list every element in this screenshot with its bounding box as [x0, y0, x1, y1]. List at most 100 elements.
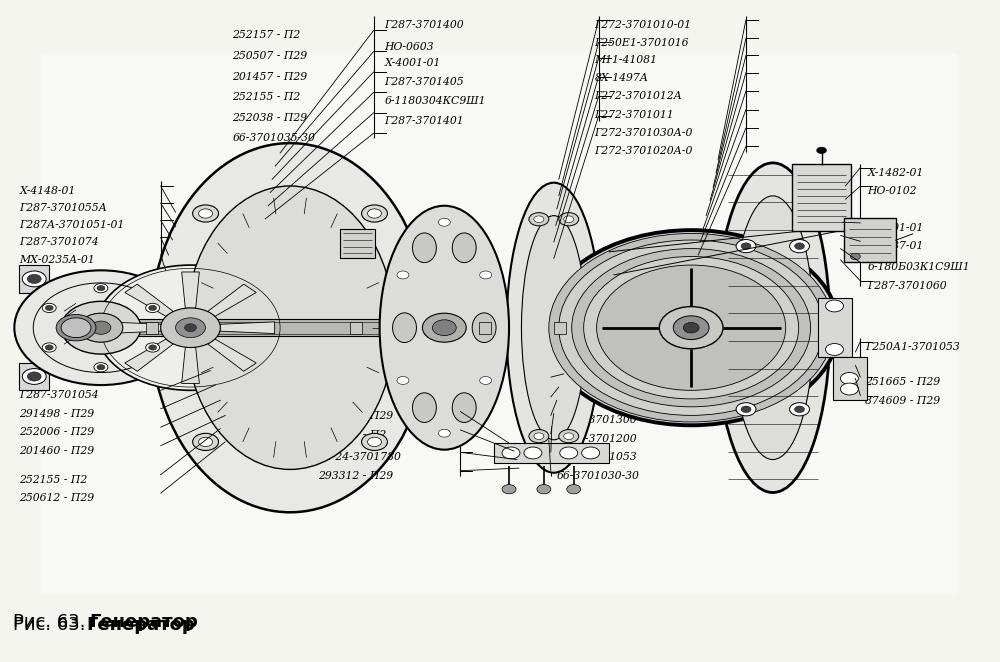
Circle shape — [45, 305, 53, 310]
Text: 291498 - П29: 291498 - П29 — [19, 409, 94, 419]
Circle shape — [795, 406, 805, 412]
Text: 66-3701030-30: 66-3701030-30 — [557, 471, 640, 481]
Text: Г272-3701010-01: Г272-3701010-01 — [595, 20, 692, 30]
Polygon shape — [125, 284, 173, 316]
Circle shape — [826, 344, 843, 355]
Circle shape — [741, 406, 751, 412]
Circle shape — [572, 249, 811, 407]
Circle shape — [362, 434, 387, 450]
Ellipse shape — [380, 206, 509, 449]
Circle shape — [584, 256, 799, 399]
Text: Г287-3701055А: Г287-3701055А — [19, 203, 107, 213]
Circle shape — [199, 438, 213, 447]
Circle shape — [582, 447, 600, 459]
Text: Г287-3701053: Г287-3701053 — [557, 452, 636, 462]
Circle shape — [27, 372, 41, 381]
Circle shape — [176, 318, 205, 338]
Circle shape — [502, 485, 516, 494]
Text: 201457 - П29: 201457 - П29 — [232, 72, 307, 82]
Circle shape — [94, 283, 108, 293]
Text: Х-1482-01: Х-1482-01 — [867, 167, 924, 177]
Circle shape — [397, 377, 409, 385]
Circle shape — [422, 313, 466, 342]
Bar — [41, 54, 957, 594]
Text: 250507 - П29: 250507 - П29 — [232, 52, 307, 62]
Polygon shape — [208, 339, 256, 371]
Circle shape — [529, 213, 549, 226]
Ellipse shape — [412, 393, 436, 422]
Circle shape — [559, 240, 824, 415]
Text: МХ-0235А-01: МХ-0235А-01 — [19, 254, 95, 265]
Text: Х-4148-01: Х-4148-01 — [19, 186, 76, 196]
Text: Х-4001-01: Х-4001-01 — [385, 58, 441, 68]
Circle shape — [795, 243, 805, 250]
Polygon shape — [340, 229, 375, 258]
Text: Г250А1-3701053: Г250А1-3701053 — [865, 342, 960, 352]
Circle shape — [97, 285, 105, 291]
Circle shape — [736, 240, 756, 253]
Circle shape — [817, 147, 827, 154]
Circle shape — [524, 447, 542, 459]
Text: Г272-3701030А-0: Г272-3701030А-0 — [595, 128, 693, 138]
Circle shape — [45, 345, 53, 350]
Circle shape — [826, 300, 843, 312]
Circle shape — [432, 320, 456, 336]
Circle shape — [438, 429, 450, 437]
Text: 251665 - П29: 251665 - П29 — [865, 377, 940, 387]
Circle shape — [149, 305, 157, 310]
Polygon shape — [208, 284, 256, 316]
Text: Г287-3701200: Г287-3701200 — [557, 434, 636, 444]
Text: Г287-3701100А: Г287-3701100А — [557, 397, 645, 407]
Circle shape — [61, 318, 91, 338]
Circle shape — [502, 447, 520, 459]
Text: Генератор: Генератор — [86, 616, 195, 634]
Text: Г272-3701020А-0: Г272-3701020А-0 — [595, 146, 693, 156]
Circle shape — [840, 373, 858, 385]
Circle shape — [56, 314, 96, 341]
Text: Рис. 63.: Рис. 63. — [13, 616, 92, 634]
Circle shape — [683, 322, 699, 333]
Text: 66-3701035-30: 66-3701035-30 — [232, 133, 315, 143]
Text: НО-0102: НО-0102 — [867, 186, 917, 196]
Circle shape — [567, 485, 581, 494]
Circle shape — [564, 433, 574, 440]
Circle shape — [673, 316, 709, 340]
Ellipse shape — [151, 143, 429, 512]
Circle shape — [27, 274, 41, 283]
Text: Г287-3701060: Г287-3701060 — [867, 281, 947, 291]
Circle shape — [94, 363, 108, 372]
Text: Г250Е1-3701016: Г250Е1-3701016 — [595, 38, 689, 48]
Circle shape — [559, 430, 579, 443]
Ellipse shape — [732, 196, 814, 459]
Circle shape — [161, 308, 220, 348]
Ellipse shape — [716, 163, 830, 493]
Text: 293312 - П29: 293312 - П29 — [318, 471, 393, 481]
Text: Г287-3701401: Г287-3701401 — [385, 116, 464, 126]
Circle shape — [850, 253, 860, 260]
Circle shape — [840, 383, 858, 395]
FancyBboxPatch shape — [844, 218, 896, 262]
Text: 6-180Б03К1С9Ш1: 6-180Б03К1С9Ш1 — [867, 262, 970, 273]
Circle shape — [22, 369, 46, 385]
Text: Генератор: Генератор — [89, 613, 198, 631]
Text: Г272-3701012А: Г272-3701012А — [595, 91, 682, 101]
Polygon shape — [479, 322, 491, 334]
Text: 201501 - П29: 201501 - П29 — [318, 411, 393, 422]
Circle shape — [368, 209, 381, 218]
Circle shape — [193, 434, 219, 450]
Text: НО-0603: НО-0603 — [385, 42, 434, 52]
Ellipse shape — [507, 183, 601, 473]
Circle shape — [97, 365, 105, 370]
Circle shape — [741, 243, 751, 250]
Polygon shape — [146, 322, 158, 334]
Circle shape — [549, 234, 833, 422]
Circle shape — [480, 377, 492, 385]
Text: 252155 - П2: 252155 - П2 — [232, 93, 301, 103]
Text: М11-41081: М11-41081 — [595, 56, 657, 66]
Polygon shape — [554, 322, 566, 334]
Circle shape — [14, 270, 188, 385]
Circle shape — [193, 205, 219, 222]
Circle shape — [564, 216, 574, 222]
Text: 874609 - П29: 874609 - П29 — [865, 396, 940, 406]
Circle shape — [146, 343, 160, 352]
